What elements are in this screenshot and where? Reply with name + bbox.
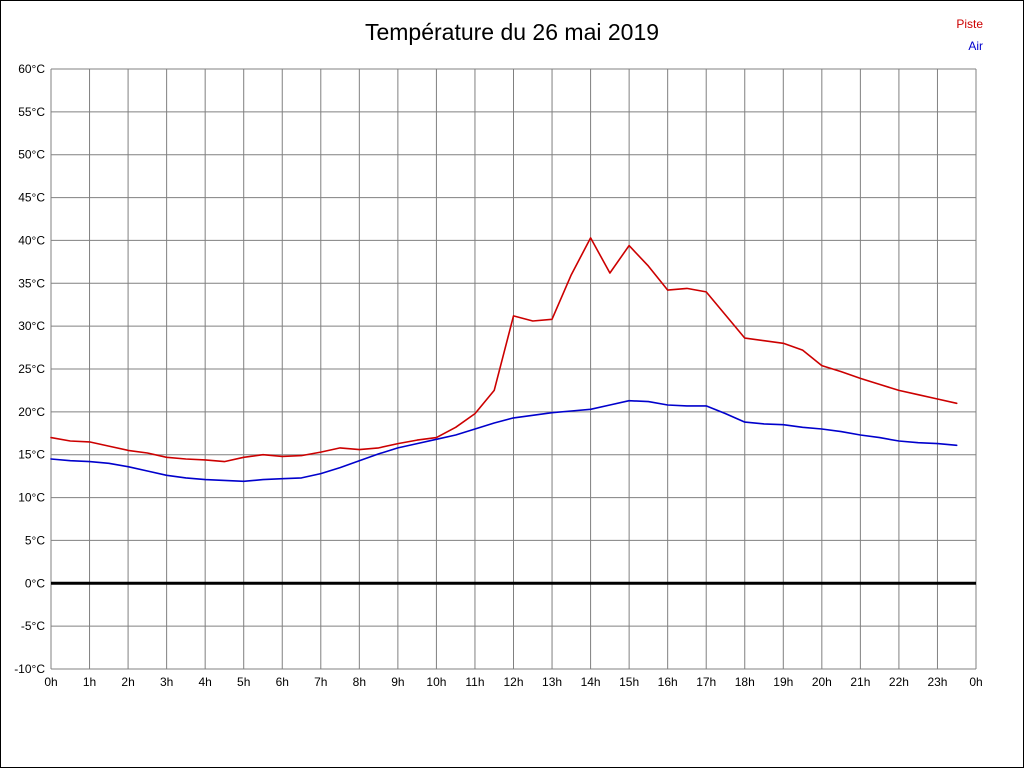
- svg-text:40°C: 40°C: [18, 233, 45, 247]
- svg-text:22h: 22h: [889, 675, 909, 689]
- svg-text:8h: 8h: [353, 675, 366, 689]
- series-line-piste: [50, 237, 958, 463]
- svg-text:7h: 7h: [314, 675, 327, 689]
- svg-text:10h: 10h: [426, 675, 446, 689]
- svg-text:5h: 5h: [237, 675, 250, 689]
- svg-text:15h: 15h: [619, 675, 639, 689]
- legend-item-air: Air: [968, 39, 983, 53]
- svg-text:21h: 21h: [850, 675, 870, 689]
- svg-text:20°C: 20°C: [18, 405, 45, 419]
- svg-text:45°C: 45°C: [18, 191, 45, 205]
- svg-text:10°C: 10°C: [18, 491, 45, 505]
- svg-text:16h: 16h: [658, 675, 678, 689]
- svg-text:23h: 23h: [927, 675, 947, 689]
- y-axis-labels: -10°C -5°C 0°C 5°C 10°C 15°C 20°C 25°C 30°C 35°C 4…: [14, 62, 45, 676]
- svg-text:19h: 19h: [773, 675, 793, 689]
- svg-text:0h: 0h: [969, 675, 982, 689]
- svg-text:-10°C: -10°C: [14, 662, 45, 676]
- legend-item-piste: Piste: [956, 17, 983, 31]
- svg-text:13h: 13h: [542, 675, 562, 689]
- svg-text:35°C: 35°C: [18, 276, 45, 290]
- svg-text:12h: 12h: [503, 675, 523, 689]
- x-axis-labels: 0h 1h 2h 3h 4h 5h 6h 7h 8h 9h 10h 11h 12h 13h 14h 15h 16…: [44, 675, 982, 689]
- svg-text:3h: 3h: [160, 675, 173, 689]
- svg-text:30°C: 30°C: [18, 319, 45, 333]
- svg-text:6h: 6h: [276, 675, 289, 689]
- svg-text:0h: 0h: [44, 675, 57, 689]
- svg-text:60°C: 60°C: [18, 62, 45, 76]
- svg-text:2h: 2h: [121, 675, 134, 689]
- svg-text:18h: 18h: [735, 675, 755, 689]
- svg-text:5°C: 5°C: [25, 533, 45, 547]
- series-line-air: [50, 399, 958, 483]
- svg-text:25°C: 25°C: [18, 362, 45, 376]
- chart-title: Température du 26 mai 2019: [364, 19, 660, 45]
- grid-lines: [50, 68, 977, 670]
- svg-text:55°C: 55°C: [18, 105, 45, 119]
- svg-text:11h: 11h: [465, 675, 484, 689]
- svg-text:15°C: 15°C: [18, 448, 45, 462]
- svg-text:17h: 17h: [696, 675, 716, 689]
- chart-legend: Piste Air: [956, 13, 983, 57]
- svg-text:50°C: 50°C: [18, 148, 45, 162]
- svg-text:9h: 9h: [391, 675, 404, 689]
- svg-text:14h: 14h: [581, 675, 601, 689]
- svg-text:4h: 4h: [198, 675, 211, 689]
- svg-text:1h: 1h: [83, 675, 96, 689]
- svg-text:20h: 20h: [812, 675, 832, 689]
- svg-text:-5°C: -5°C: [21, 619, 45, 633]
- svg-text:0°C: 0°C: [25, 576, 45, 590]
